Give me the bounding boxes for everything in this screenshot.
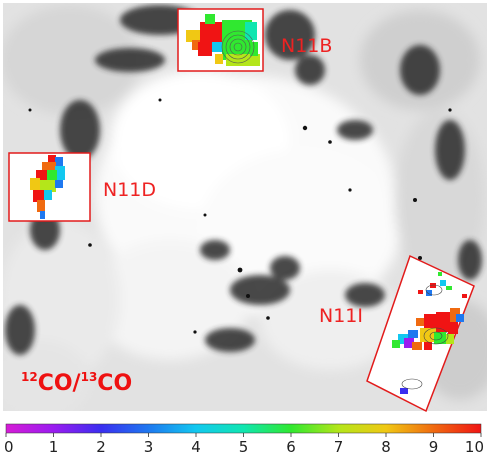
ratio-label-iso1-mass: 12: [21, 370, 38, 384]
colorbar-tick-label: 5: [239, 438, 249, 454]
inset-n11d: [8, 152, 91, 222]
ratio-label-iso2-text: CO: [97, 371, 132, 396]
colorbar-strip: [5, 423, 482, 434]
inset-n11b-ratio-map: [186, 14, 260, 66]
colorbar-tick-label: 7: [334, 438, 344, 454]
label-n11i: N11I: [319, 305, 363, 327]
inset-n11d-ratio-map: [30, 155, 65, 219]
colorbar-tick-label: 9: [429, 438, 439, 454]
colorbar-tick-label: 8: [381, 438, 391, 454]
inset-n11i: [366, 254, 475, 413]
ratio-label: 12CO/13CO: [21, 370, 132, 396]
colorbar: 0 1 2 3 4 5 6 7 8 9 10: [4, 423, 484, 454]
label-n11d: N11D: [103, 179, 156, 201]
colorbar-tick-label: 3: [144, 438, 154, 454]
colorbar-tick-label: 2: [96, 438, 106, 454]
colorbar-tick-label: 0: [4, 438, 14, 454]
inset-n11i-ratio-map: [392, 272, 467, 394]
inset-n11b: [177, 8, 264, 72]
colorbar-tick-labels: 0 1 2 3 4 5 6 7 8 9 10: [4, 438, 484, 454]
colorbar-tick-label: 1: [49, 438, 59, 454]
colorbar-tick-label: 6: [286, 438, 296, 454]
colorbar-ticks: [5, 433, 482, 437]
label-n11b: N11B: [281, 35, 332, 57]
colorbar-tick-label: 10: [465, 438, 484, 454]
ratio-label-iso2-mass: 13: [81, 370, 98, 384]
ratio-label-iso1-text: CO/: [38, 371, 82, 396]
colorbar-tick-label: 4: [191, 438, 201, 454]
